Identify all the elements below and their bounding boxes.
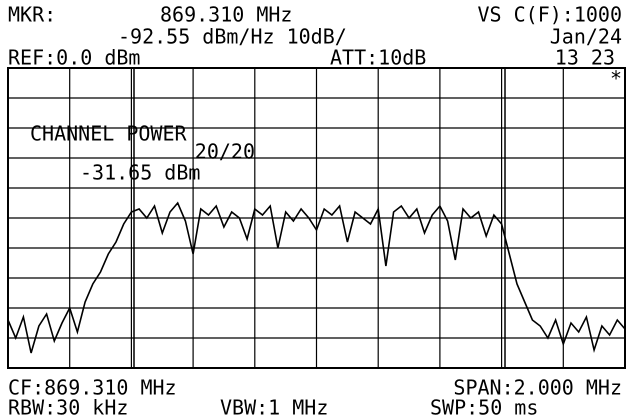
ref-level: REF:0.0 dBm xyxy=(8,46,140,70)
span: SPAN:2.000 MHz xyxy=(453,376,622,400)
trace-layer xyxy=(7,201,626,354)
time: 13 23 xyxy=(555,46,615,70)
date: Jan/24 xyxy=(550,25,622,49)
sweep: SWP:50 ms xyxy=(430,396,538,419)
flag: * xyxy=(610,67,622,91)
attenuation: ATT:10dB xyxy=(330,46,426,70)
measurement-title: CHANNEL POWER xyxy=(30,122,187,146)
measurement-result: -31.65 dBm xyxy=(80,161,200,185)
marker-label: MKR: xyxy=(8,3,56,27)
trace xyxy=(7,201,626,354)
marker-level: -92.55 dBm/Hz 10dB/ xyxy=(118,25,347,49)
rbw: RBW:30 kHz xyxy=(8,396,128,419)
marker-freq: 869.310 MHz xyxy=(160,3,292,27)
center-freq: CF:869.310 MHz xyxy=(8,376,177,400)
video-avg: VS C(F):1000 xyxy=(478,3,623,27)
vbw: VBW:1 MHz xyxy=(220,396,328,419)
graticule-frame xyxy=(7,67,626,369)
measurement-count: 20/20 xyxy=(195,140,255,164)
